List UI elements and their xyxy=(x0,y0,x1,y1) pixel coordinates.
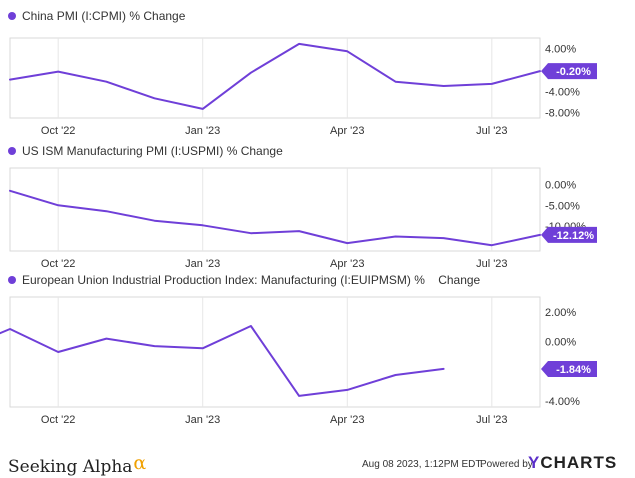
y-tick-label: -5.00% xyxy=(545,200,580,212)
legend-china-pmi: China PMI (I:CPMI) % Change xyxy=(8,9,185,23)
legend-eu-ipi: European Union Industrial Production Ind… xyxy=(8,273,480,287)
legend-label-eu-ipi: European Union Industrial Production Ind… xyxy=(22,273,481,287)
last-value-label: -12.12% xyxy=(553,230,594,242)
legend-label-us-ism: US ISM Manufacturing PMI (I:USPMI) % Cha… xyxy=(22,144,283,158)
x-tick-label: Jul '23 xyxy=(476,125,507,137)
x-tick-label: Jan '23 xyxy=(185,125,220,137)
series-line xyxy=(9,189,541,247)
x-tick-label: Apr '23 xyxy=(330,414,365,426)
legend-marker-icon xyxy=(8,276,16,284)
x-tick-label: Jul '23 xyxy=(476,258,507,270)
last-value-badge xyxy=(541,63,597,80)
chart-panel-2: Oct '22 Jan '23 Apr '23 Jul '23 0.00% -5.00% -… xyxy=(9,167,597,270)
y-tick-label: 0.00% xyxy=(545,337,576,349)
y-tick-label: -4.00% xyxy=(545,396,580,408)
x-tick-label: Jan '23 xyxy=(185,414,220,426)
last-value-label: -0.20% xyxy=(556,66,591,78)
brand-name: Seeking Alpha xyxy=(8,457,133,477)
chart-panel-3: Oct '22 Jan '23 Apr '23 Jul '23 2.00% 0.00% -4… xyxy=(0,296,597,426)
x-tick-label: Apr '23 xyxy=(330,125,365,137)
y-tick-label: 0.00% xyxy=(545,180,576,192)
y-tick-label: 4.00% xyxy=(545,44,576,56)
legend-us-ism: US ISM Manufacturing PMI (I:USPMI) % Cha… xyxy=(8,144,283,158)
plot-frame xyxy=(9,167,541,252)
footer: Seeking Alphaα Aug 08 2023, 1:12PM EDT. … xyxy=(0,444,635,478)
ycharts-wordmark: CHARTS xyxy=(540,453,618,472)
legend-marker-icon xyxy=(8,147,16,155)
plot-frame xyxy=(9,296,541,408)
y-tick-label: -4.00% xyxy=(545,86,580,98)
series-line xyxy=(9,42,541,110)
last-value-label: -1.84% xyxy=(556,364,591,376)
x-tick-label: Jul '23 xyxy=(476,414,507,426)
x-tick-label: Oct '22 xyxy=(41,258,76,270)
plot-frame xyxy=(9,37,541,119)
alpha-logo-icon: α xyxy=(133,452,147,474)
y-tick-label: 2.00% xyxy=(545,307,576,319)
charts-svg: Oct '22 Jan '23 Apr '23 Jul '23 4.00% 0.00% -4… xyxy=(0,37,597,426)
x-tick-label: Apr '23 xyxy=(330,258,365,270)
x-tick-label: Oct '22 xyxy=(41,414,76,426)
x-tick-label: Jan '23 xyxy=(185,258,220,270)
legend-marker-icon xyxy=(8,12,16,20)
ycharts-logo: YCHARTS xyxy=(528,453,617,473)
timestamp: Aug 08 2023, 1:12PM EDT. xyxy=(362,459,484,470)
last-value-badge xyxy=(541,226,597,243)
x-tick-label: Oct '22 xyxy=(41,125,76,137)
last-value-badge xyxy=(541,360,597,377)
series-line xyxy=(0,325,445,397)
powered-by-label: Powered by xyxy=(480,459,533,470)
ycharts-y-icon: Y xyxy=(528,453,541,472)
legend-label-china-pmi: China PMI (I:CPMI) % Change xyxy=(22,9,186,23)
y-tick-label: -8.00% xyxy=(545,108,580,120)
seeking-alpha-logo: Seeking Alphaα xyxy=(8,452,146,477)
